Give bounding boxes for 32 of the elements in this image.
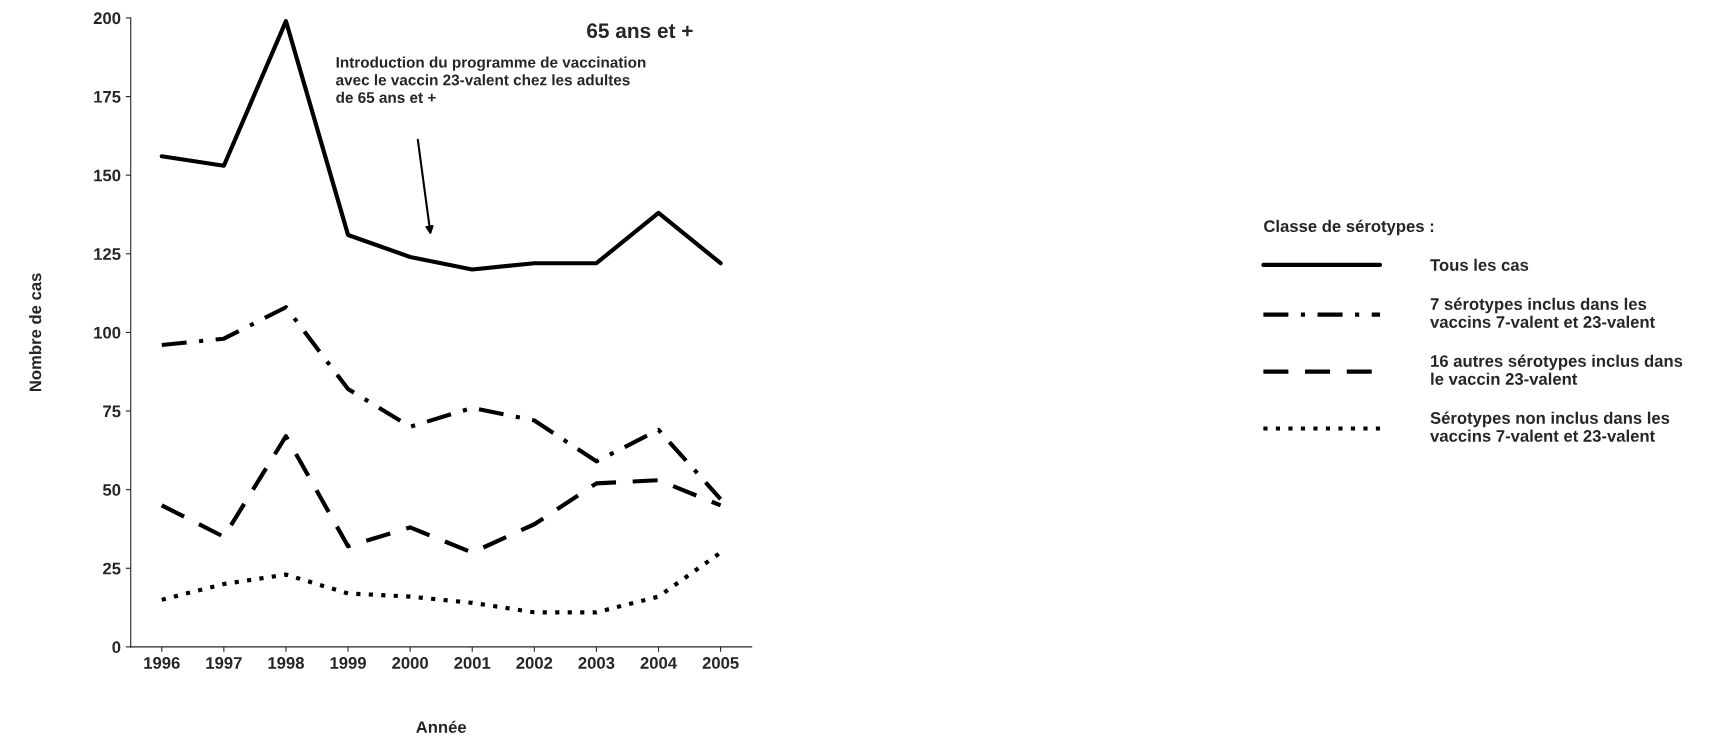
line-series (159, 434, 723, 555)
x-tick-label: 2002 (516, 657, 553, 669)
x-axis-title: Année (416, 720, 467, 734)
annotation: Introduction du programme de vaccination avec le vaccin 23-valent chez les adultes de 65 ans et + (336, 56, 646, 103)
x-tick-label: 1997 (206, 657, 242, 669)
line-series (159, 305, 723, 502)
y-tick-label: 150 (94, 169, 121, 182)
x-tick-label: 1998 (268, 657, 304, 669)
chart-title: 65 ans et + (587, 23, 693, 39)
y-axis-title: Nombre de cas (29, 273, 42, 392)
text: Tous les cas (1430, 258, 1529, 271)
text: 16 autres sérotypes inclus dans le vaccin 23-valent (1431, 354, 1683, 385)
x-tick-label: 2003 (578, 657, 615, 669)
x-tick-label: 2005 (702, 657, 739, 669)
line-series (159, 18, 723, 272)
legend-title: Classe de sérotypes : (1264, 219, 1434, 236)
y-tick-label: 125 (94, 248, 121, 260)
x-tick-label: 2001 (454, 657, 491, 669)
y-tick-label: 75 (103, 405, 121, 418)
x-tick-label: 1999 (330, 657, 366, 669)
y-tick-label: 100 (94, 326, 121, 339)
line-series (159, 550, 723, 615)
y-tick-label: 50 (102, 484, 121, 496)
x-tick-label: 1996 (144, 657, 180, 669)
y-tick-label: 175 (94, 91, 121, 103)
x-tick-label: 2004 (640, 657, 677, 669)
text: Sérotypes non inclus dans les vaccins 7-valent et 23-valent (1430, 411, 1670, 442)
x-tick-label: 2000 (392, 657, 428, 669)
y-tick-label: 25 (103, 562, 121, 575)
y-tick-label: 0 (112, 641, 121, 654)
y-tick-label: 200 (93, 12, 121, 25)
text: 7 sérotypes inclus dans les vaccins 7-valent et 23-valent (1430, 297, 1655, 328)
